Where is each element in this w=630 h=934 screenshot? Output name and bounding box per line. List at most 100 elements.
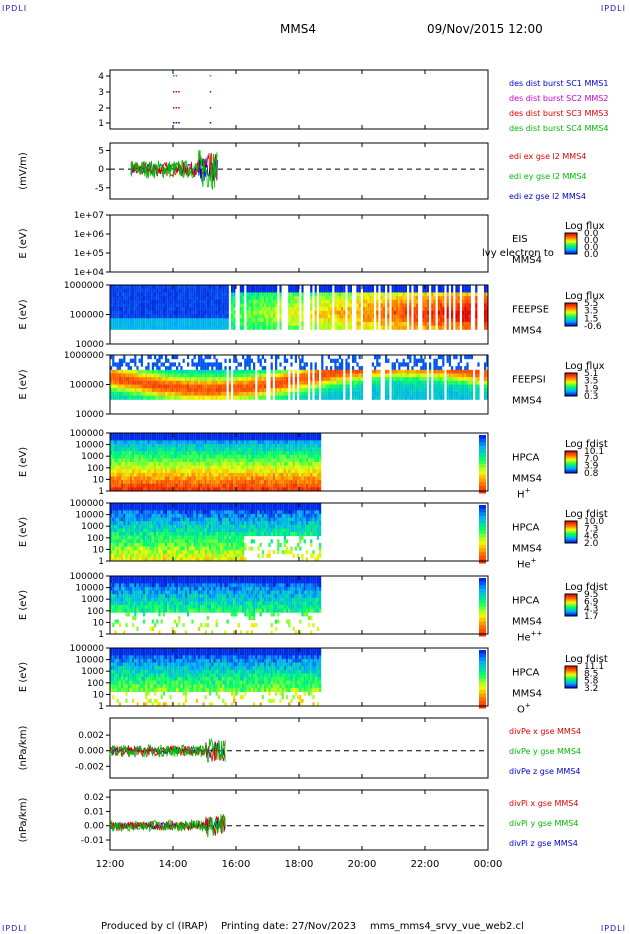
hpca-h-cell — [259, 462, 262, 467]
feepsi-cell — [310, 380, 313, 385]
hpca-h-cell — [176, 454, 179, 459]
feepsi-cell — [358, 377, 361, 382]
feepsi-cell — [415, 362, 418, 367]
hpca-h-cell — [222, 454, 225, 459]
feepse-cell — [226, 307, 229, 312]
feepse-cell — [264, 303, 267, 308]
hpca-h-cell — [200, 454, 203, 459]
hpca-h-cell — [143, 462, 146, 467]
feepsi-cell — [118, 395, 121, 400]
feepsi-cell — [261, 369, 264, 374]
feepse-cell — [158, 285, 161, 290]
feepsi-cell — [180, 384, 183, 389]
hpca-h-cell — [200, 465, 203, 470]
feepse-cell — [151, 325, 154, 330]
feepsi-cell — [338, 380, 341, 385]
feepsi-cell — [310, 388, 313, 393]
hpca-h-cell — [193, 480, 196, 485]
feepse-cell — [167, 310, 170, 315]
feepse-cell — [380, 288, 383, 293]
feepsi-cell — [356, 388, 359, 393]
feepsi-cell — [420, 358, 423, 363]
feepse-cell — [143, 288, 146, 293]
feepse-cell — [468, 325, 471, 330]
feepsi-cell — [114, 377, 117, 382]
feepsi-cell — [156, 388, 159, 393]
feepsi-cell — [323, 373, 326, 378]
hpca-h-cell — [237, 458, 240, 463]
hpca-h-cell — [184, 462, 187, 467]
hpca-h-cell — [191, 433, 194, 438]
feepse-cell — [261, 307, 264, 312]
feepse-cell — [270, 310, 273, 315]
feepse-cell — [160, 325, 163, 330]
feepsi-cell — [378, 384, 381, 389]
feepsi-cell — [237, 369, 240, 374]
feepsi-cell — [323, 369, 326, 374]
feepse-cell — [330, 296, 333, 301]
feepse-cell — [261, 288, 264, 293]
feepse-cell — [415, 303, 418, 308]
feepse-cell — [246, 321, 249, 327]
hpca-h-cell — [154, 472, 157, 477]
feepse-cell — [147, 303, 150, 308]
feepsi-cell — [217, 366, 220, 371]
feepse-cell — [206, 318, 209, 323]
feepse-cell — [233, 307, 236, 312]
feepse-cell — [464, 307, 467, 312]
feepse-cell — [424, 307, 427, 312]
hpca-h-cell — [184, 476, 187, 481]
feepse-cell — [191, 325, 194, 330]
hpca-h-cell — [290, 458, 293, 463]
feepsi-cell — [187, 355, 190, 360]
feepse-cell — [160, 292, 163, 297]
feepsi-cell — [435, 358, 438, 363]
feepse-cell — [371, 321, 374, 327]
feepse-cell — [257, 307, 260, 312]
feepsi-cell — [246, 377, 249, 382]
feepse-cell — [440, 299, 443, 304]
hpca-h-cell — [195, 440, 198, 445]
feepsi-cell — [341, 373, 344, 378]
hpca-h-cell — [294, 469, 297, 474]
hpca-he-cell — [121, 524, 124, 529]
feepsi-cell — [235, 377, 238, 382]
feepse-cell — [171, 318, 174, 323]
feepsi-cell — [286, 380, 289, 385]
hpca-h-cell — [114, 472, 117, 477]
divpi-ytick-label: 0.02 — [84, 793, 104, 803]
feepse-cell — [424, 288, 427, 293]
feepse-cell — [193, 310, 196, 315]
feepse-cell — [400, 285, 403, 290]
feepsi-cell — [440, 395, 443, 400]
hpca-h-cell — [200, 487, 203, 492]
feepsi-cell — [132, 377, 135, 382]
feepse-cell — [154, 296, 157, 301]
hpca-h-cell — [312, 440, 315, 445]
hpca-h-colorbar-tick: 3.9 — [584, 462, 599, 472]
hpca-h-cell — [151, 447, 154, 452]
feepse-cell — [319, 296, 322, 301]
hpca-h-cell — [275, 451, 278, 456]
feepse-cell — [292, 310, 295, 315]
feepsi-cell — [250, 388, 253, 393]
plot-datetime: 09/Nov/2015 12:00 — [427, 22, 543, 36]
feepsi-cell — [475, 369, 478, 374]
feepsi-cell — [259, 362, 262, 367]
hpca-h-cell — [303, 462, 306, 467]
feepse-cell — [257, 288, 260, 293]
hpca-h-cell — [264, 476, 267, 481]
feepse-cell — [334, 318, 337, 323]
feepse-cell — [323, 285, 326, 290]
feepsi-cell — [277, 395, 280, 400]
feepsi-cell — [391, 366, 394, 371]
feepsi-cell — [191, 358, 194, 363]
hpca-h-cell — [314, 472, 317, 477]
hpca-h-cell — [176, 472, 179, 477]
feepsi-cell — [330, 380, 333, 385]
feepsi-cell — [283, 395, 286, 400]
feepsi-cell — [250, 391, 253, 397]
hpca-h-cell — [261, 476, 264, 481]
feepsi-cell — [398, 380, 401, 385]
